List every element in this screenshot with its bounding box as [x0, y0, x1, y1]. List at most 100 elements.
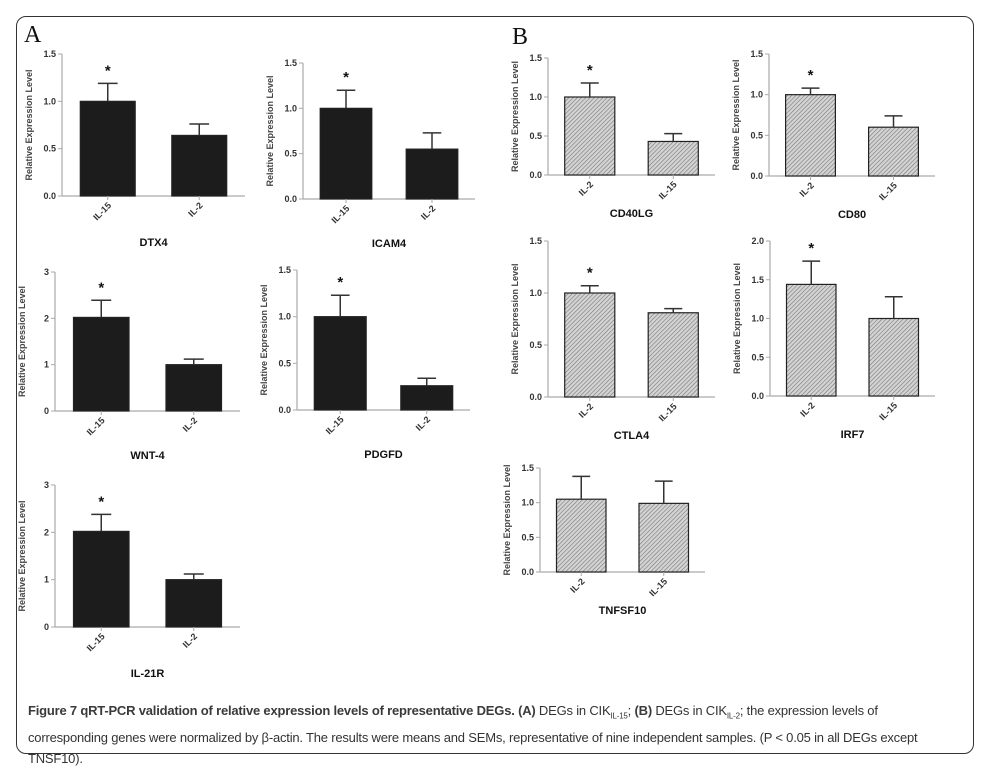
bar-il-15 [319, 107, 373, 200]
significance-star: * [98, 493, 104, 510]
x-tick-label: IL-15 [91, 200, 113, 222]
y-tick-label: 1.5 [284, 58, 297, 68]
x-tick-label: IL-2 [419, 203, 437, 221]
y-tick-label: 1.0 [278, 312, 291, 322]
x-tick-label: IL-2 [181, 415, 199, 433]
y-tick-label: 1.0 [750, 90, 763, 100]
significance-star: * [105, 62, 111, 79]
significance-star: * [343, 69, 349, 86]
chart-il-21r: 0 1 2 3 Relative Expression Level * IL-15 IL-2 I… [17, 480, 240, 680]
y-tick-label: 0.5 [43, 144, 56, 154]
caption-a-sub: IL-15 [610, 711, 628, 721]
y-tick-label: 0.0 [750, 171, 763, 181]
y-axis-label: Relative Expression Level [731, 59, 741, 170]
bar-il-15 [638, 502, 690, 573]
y-axis-label: Relative Expression Level [510, 263, 520, 374]
y-axis-label: Relative Expression Level [510, 61, 520, 172]
bar-il-15 [647, 140, 699, 176]
y-tick-label: 0.5 [529, 340, 542, 350]
gene-title: CD40LG [610, 208, 653, 220]
y-tick-label: 1 [44, 575, 49, 585]
gene-title: ICAM4 [372, 238, 407, 250]
caption-title: Figure 7 qRT-PCR validation of relative … [28, 703, 515, 718]
bar-il-2 [165, 364, 223, 412]
bar-il-2 [564, 96, 616, 176]
y-tick-label: 0.0 [521, 567, 534, 577]
bar-il-15 [72, 316, 130, 412]
significance-star: * [98, 279, 104, 296]
y-tick-label: 0.5 [529, 131, 542, 141]
significance-star: * [808, 67, 814, 84]
bar-il-2 [784, 94, 836, 177]
y-tick-label: 0.0 [751, 391, 764, 401]
chart-icam4: 0.0 0.5 1.0 1.5 Relative Expression Level * IL… [265, 58, 475, 250]
bar-il-15 [313, 316, 367, 411]
y-tick-label: 0.0 [284, 194, 297, 204]
y-tick-label: 1 [44, 360, 49, 370]
x-tick-label: IL-2 [577, 179, 595, 197]
x-tick-label: IL-2 [798, 400, 816, 418]
bar-il-2 [564, 292, 616, 398]
x-tick-label: IL-15 [647, 576, 669, 598]
chart-pdgfd: 0.0 0.5 1.0 1.5 Relative Expression Level * IL… [259, 265, 470, 461]
x-tick-label: IL-15 [877, 400, 899, 422]
y-tick-label: 2 [44, 313, 49, 323]
chart-tnfsf10: 0.0 0.5 1.0 1.5 Relative Expression Level IL-… [502, 463, 705, 617]
y-tick-label: 1.0 [521, 498, 534, 508]
y-tick-label: 0.5 [284, 149, 297, 159]
y-tick-label: 1.5 [529, 236, 542, 246]
significance-star: * [587, 62, 593, 79]
gene-title: IL-21R [131, 668, 165, 680]
x-tick-label: IL-2 [186, 200, 204, 218]
panel-label-b: B [512, 24, 528, 50]
y-tick-label: 1.0 [751, 314, 764, 324]
y-tick-label: 1.0 [284, 103, 297, 113]
y-tick-label: 0.0 [529, 170, 542, 180]
figure-caption: Figure 7 qRT-PCR validation of relative … [28, 700, 958, 769]
caption-a-text: DEGs in CIK [535, 703, 611, 718]
caption-a-label: (A) [518, 703, 536, 718]
gene-title: WNT-4 [130, 450, 165, 462]
y-axis-label: Relative Expression Level [732, 263, 742, 374]
caption-b-label: (B) [634, 703, 653, 718]
x-tick-label: IL-2 [568, 576, 586, 594]
bar-il-15 [79, 100, 136, 197]
x-tick-label: IL-2 [798, 180, 816, 198]
y-tick-label: 0 [44, 622, 49, 632]
y-tick-label: 1.5 [529, 53, 542, 63]
x-tick-label: IL-2 [577, 401, 595, 419]
y-tick-label: 1.5 [521, 463, 534, 473]
y-tick-label: 1.0 [529, 288, 542, 298]
y-tick-label: 0.0 [529, 392, 542, 402]
bar-il-15 [868, 317, 920, 397]
y-tick-label: 0.0 [278, 405, 291, 415]
y-tick-label: 0.5 [278, 358, 291, 368]
gene-title: IRF7 [841, 429, 865, 441]
y-tick-label: 0.5 [751, 352, 764, 362]
bar-il-2 [165, 579, 223, 628]
gene-title: PDGFD [364, 449, 403, 461]
bar-il-2 [785, 283, 837, 397]
bar-il-2 [171, 134, 228, 197]
x-tick-label: IL-15 [657, 401, 679, 423]
y-tick-label: 0.5 [750, 130, 763, 140]
panel-label-a: A [24, 22, 42, 48]
y-axis-label: Relative Expression Level [265, 75, 275, 186]
x-tick-label: IL-15 [657, 179, 679, 201]
bar-il-15 [72, 530, 130, 628]
y-axis-label: Relative Expression Level [17, 500, 27, 611]
y-tick-label: 0 [44, 406, 49, 416]
gene-title: DTX4 [139, 237, 168, 249]
chart-irf7: 0.0 0.5 1.0 1.5 2.0 Relative Expression Level… [732, 236, 935, 441]
y-tick-label: 0.5 [521, 532, 534, 542]
y-tick-label: 0.0 [43, 191, 56, 201]
significance-star: * [808, 240, 814, 257]
y-tick-label: 2.0 [751, 236, 764, 246]
y-tick-label: 1.0 [529, 92, 542, 102]
y-axis-label: Relative Expression Level [259, 284, 269, 395]
caption-sep: ; [627, 703, 635, 718]
x-tick-label: IL-15 [329, 203, 351, 225]
figure-frame [16, 16, 974, 754]
caption-b-sub: IL-2 [726, 711, 740, 721]
bar-il-2 [555, 498, 607, 573]
